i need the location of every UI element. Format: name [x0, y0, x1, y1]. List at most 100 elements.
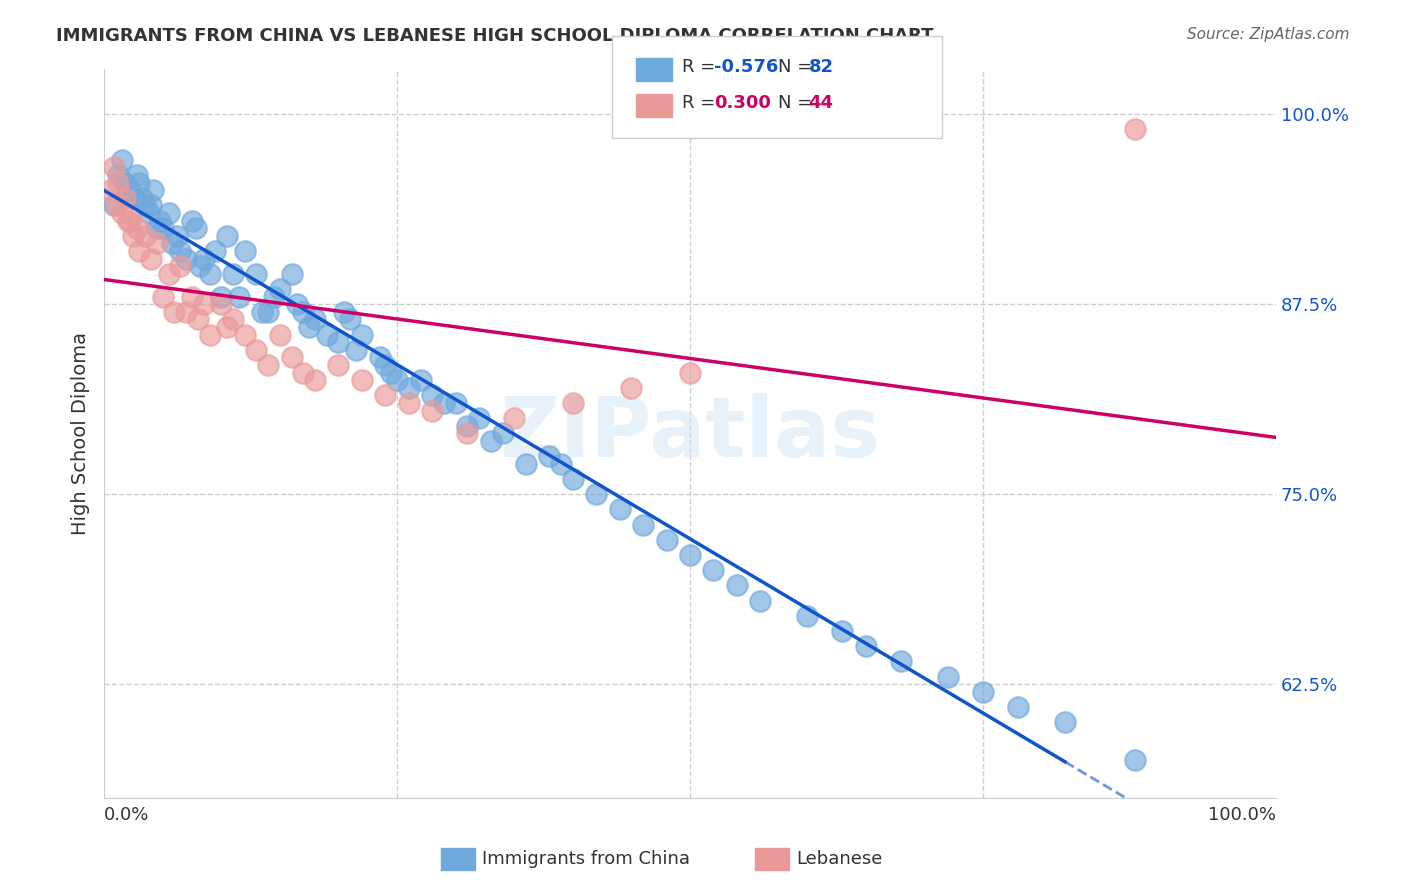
Point	[104, 198, 127, 212]
Point	[152, 221, 174, 235]
Point	[157, 267, 180, 281]
Text: -0.576: -0.576	[714, 58, 779, 76]
Point	[1053, 715, 1076, 730]
Point	[217, 320, 239, 334]
Point	[228, 289, 250, 303]
Point	[233, 244, 256, 258]
Point	[328, 358, 350, 372]
Point	[585, 487, 607, 501]
Point	[157, 206, 180, 220]
Point	[134, 228, 156, 243]
Point	[166, 228, 188, 243]
Text: 82: 82	[808, 58, 834, 76]
Point	[263, 289, 285, 303]
Point	[204, 244, 226, 258]
Point	[550, 457, 572, 471]
Point	[139, 198, 162, 212]
Point	[456, 418, 478, 433]
Point	[111, 153, 134, 167]
Point	[328, 335, 350, 350]
Text: Immigrants from China: Immigrants from China	[482, 850, 690, 868]
Point	[181, 289, 204, 303]
Point	[749, 593, 772, 607]
Point	[118, 183, 141, 197]
Text: 0.0%: 0.0%	[104, 806, 149, 824]
Point	[149, 213, 172, 227]
Point	[936, 670, 959, 684]
Text: ZIPatlas: ZIPatlas	[499, 392, 880, 474]
Point	[160, 236, 183, 251]
Point	[409, 373, 432, 387]
Point	[374, 358, 396, 372]
Point	[655, 533, 678, 547]
Point	[134, 198, 156, 212]
Point	[174, 305, 197, 319]
Point	[444, 396, 467, 410]
Text: IMMIGRANTS FROM CHINA VS LEBANESE HIGH SCHOOL DIPLOMA CORRELATION CHART: IMMIGRANTS FROM CHINA VS LEBANESE HIGH S…	[56, 27, 934, 45]
Point	[257, 305, 280, 319]
Point	[398, 381, 420, 395]
Point	[198, 327, 221, 342]
Point	[350, 373, 373, 387]
Point	[111, 206, 134, 220]
Point	[193, 297, 215, 311]
Point	[118, 213, 141, 227]
Point	[245, 267, 267, 281]
Point	[380, 366, 402, 380]
Point	[139, 252, 162, 266]
Point	[146, 221, 169, 235]
Point	[98, 183, 121, 197]
Y-axis label: High School Diploma: High School Diploma	[72, 332, 90, 535]
Point	[103, 198, 125, 212]
Point	[515, 457, 537, 471]
Point	[138, 206, 160, 220]
Point	[620, 381, 643, 395]
Point	[725, 578, 748, 592]
Point	[679, 366, 702, 380]
Point	[122, 228, 145, 243]
Point	[304, 373, 326, 387]
Point	[702, 563, 724, 577]
Text: N =: N =	[778, 94, 817, 112]
Point	[209, 297, 232, 311]
Point	[433, 396, 456, 410]
Point	[209, 289, 232, 303]
Point	[468, 411, 491, 425]
Text: 44: 44	[808, 94, 834, 112]
Text: N =: N =	[778, 58, 817, 76]
Point	[252, 305, 274, 319]
Point	[107, 176, 129, 190]
Text: 0.300: 0.300	[714, 94, 770, 112]
Point	[398, 396, 420, 410]
Point	[420, 388, 443, 402]
Point	[103, 161, 125, 175]
Point	[315, 327, 337, 342]
Point	[631, 517, 654, 532]
Point	[184, 221, 207, 235]
Text: R =: R =	[682, 58, 721, 76]
Point	[796, 608, 818, 623]
Point	[222, 312, 245, 326]
Point	[609, 502, 631, 516]
Point	[122, 191, 145, 205]
Point	[125, 221, 148, 235]
Point	[146, 236, 169, 251]
Point	[222, 267, 245, 281]
Point	[503, 411, 526, 425]
Point	[350, 327, 373, 342]
Point	[114, 176, 136, 190]
Point	[114, 191, 136, 205]
Point	[128, 176, 150, 190]
Text: R =: R =	[682, 94, 721, 112]
Point	[169, 259, 191, 273]
Point	[233, 327, 256, 342]
Point	[117, 213, 139, 227]
Point	[131, 191, 153, 205]
Point	[479, 434, 502, 448]
Point	[1123, 122, 1146, 136]
Point	[128, 244, 150, 258]
Text: 100.0%: 100.0%	[1208, 806, 1277, 824]
Point	[561, 472, 583, 486]
Point	[193, 252, 215, 266]
Point	[420, 403, 443, 417]
